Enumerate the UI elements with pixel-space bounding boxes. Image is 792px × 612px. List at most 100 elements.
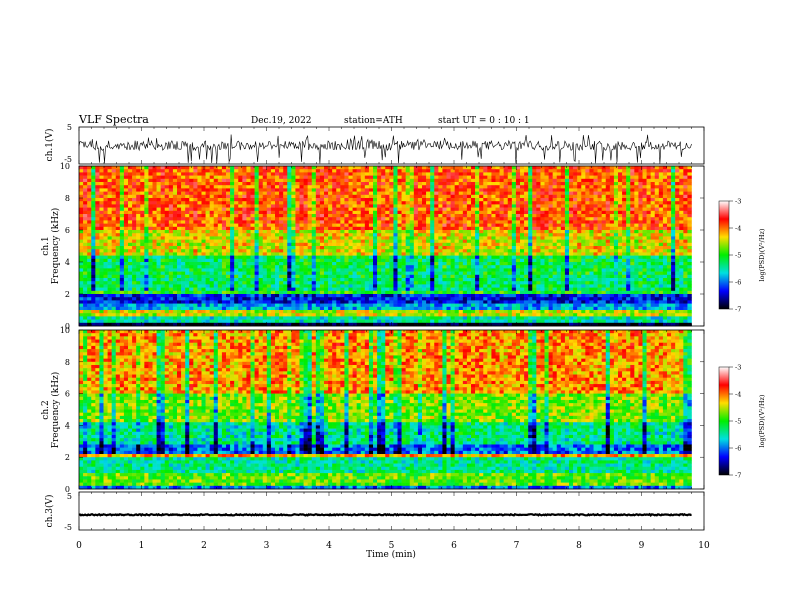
spectrogram-cell <box>164 166 170 170</box>
spectrogram-cell <box>115 198 121 202</box>
spectrogram-cell <box>283 242 288 247</box>
spectrogram-cell <box>520 166 525 170</box>
spectrogram-cell <box>115 210 121 215</box>
spectrogram-cell <box>368 223 374 228</box>
spectrogram-cell <box>560 191 566 196</box>
spectrogram-cell <box>324 239 329 244</box>
spectrogram-cell <box>291 210 296 215</box>
spectrogram-cell <box>352 207 357 212</box>
spectrogram-cell <box>307 194 313 199</box>
spectrogram-cell <box>405 188 411 192</box>
spectrogram-cell <box>430 185 435 189</box>
spectrogram-cell <box>646 214 651 218</box>
spectrogram-cell <box>458 249 464 253</box>
spectrogram-cell <box>622 226 627 231</box>
spectrogram-cell <box>434 191 439 196</box>
spectrogram-cell <box>646 166 651 170</box>
spectrogram-cell <box>667 182 672 186</box>
spectrogram-cell <box>581 175 586 180</box>
spectrogram-cell <box>613 194 619 199</box>
spectrogram-cell <box>315 242 321 247</box>
spectrogram-cell <box>422 185 427 189</box>
spectrogram-cell <box>123 252 129 256</box>
spectrogram-cell <box>201 185 206 189</box>
spectrogram-cell <box>413 249 419 253</box>
spectrogram-cell <box>471 236 476 240</box>
spectrogram-cell <box>311 210 317 215</box>
spectrogram-cell <box>172 255 178 260</box>
spectrogram-cell <box>532 169 537 173</box>
spectrogram-cell <box>540 185 545 189</box>
spectrogram-cell <box>442 210 447 215</box>
spectrogram-cell <box>160 220 166 224</box>
spectrogram-cell <box>307 268 313 272</box>
spectrogram-cell <box>197 252 202 256</box>
spectrogram-cell <box>307 182 313 186</box>
spectrogram-cell <box>556 191 562 196</box>
spectrogram-cell <box>560 252 566 256</box>
spectrogram-cell <box>168 226 174 231</box>
spectrogram-cell <box>295 185 300 189</box>
spectrogram-cell <box>556 207 562 212</box>
spectrogram-cell <box>340 262 345 266</box>
spectrogram-cell <box>373 252 378 256</box>
spectrogram-cell <box>189 182 194 186</box>
spectrogram-cell <box>275 233 280 237</box>
spectrogram-cell <box>111 242 117 247</box>
spectrogram-cell <box>295 188 300 192</box>
spectrogram-cell <box>507 255 513 260</box>
spectrogram-cell <box>295 262 300 266</box>
spectrogram-cell <box>336 252 341 256</box>
spectrogram-cell <box>160 265 166 269</box>
spectrogram-cell <box>577 226 582 231</box>
spectrogram-cell <box>654 230 660 234</box>
spectrogram-cell <box>544 188 549 192</box>
spectrogram-cell <box>307 258 313 263</box>
spectrogram-cell <box>311 233 317 237</box>
spectrogram-cell <box>258 268 264 272</box>
spectrogram-cell <box>156 217 161 221</box>
spectrogram-cell <box>262 268 268 272</box>
spectrogram-cell <box>385 252 390 256</box>
spectrogram-cell <box>548 175 553 180</box>
spectrogram-cell <box>458 207 464 212</box>
spectrogram-cell <box>177 268 182 272</box>
spectrogram-cell <box>119 182 125 186</box>
spectrogram-cell <box>393 169 398 173</box>
spectrogram-cell <box>254 236 259 240</box>
spectrogram-cell <box>217 230 223 234</box>
spectrogram-cell <box>258 191 264 196</box>
spectrogram-cell <box>471 226 476 231</box>
spectrogram-cell <box>364 207 370 212</box>
spectrogram-cell <box>430 178 435 183</box>
spectrogram-cell <box>103 198 108 202</box>
spectrogram-cell <box>405 262 411 266</box>
spectrogram-cell <box>324 217 329 221</box>
spectrogram-cell <box>613 201 619 205</box>
spectrogram-cell <box>642 265 647 269</box>
spectrogram-cell <box>585 185 590 189</box>
spectrogram-cell <box>618 265 623 269</box>
spectrogram-cell <box>283 217 288 221</box>
spectrogram-cell <box>438 204 443 208</box>
spectrogram-cell <box>287 172 292 176</box>
spectrogram-cell <box>495 201 500 205</box>
spectrogram-cell <box>679 236 684 240</box>
spectrogram-cell <box>123 185 129 189</box>
spectrogram-cell <box>328 185 333 189</box>
spectrogram-cell <box>189 223 194 228</box>
spectrogram-cell <box>311 242 317 247</box>
spectrogram-cell <box>209 201 215 205</box>
spectrogram-cell <box>111 201 117 205</box>
spectrogram-cell <box>426 207 431 212</box>
spectrogram-cell <box>638 214 643 218</box>
spectrogram-cell <box>540 166 545 170</box>
spectrogram-cell <box>230 207 235 212</box>
spectrogram-cell <box>487 262 492 266</box>
spectrogram-cell <box>373 188 378 192</box>
spectrogram-cell <box>442 188 447 192</box>
spectrogram-cell <box>152 220 157 224</box>
spectrogram-cell <box>348 204 353 208</box>
spectrogram-cell <box>356 249 362 253</box>
spectrogram-cell <box>585 182 590 186</box>
